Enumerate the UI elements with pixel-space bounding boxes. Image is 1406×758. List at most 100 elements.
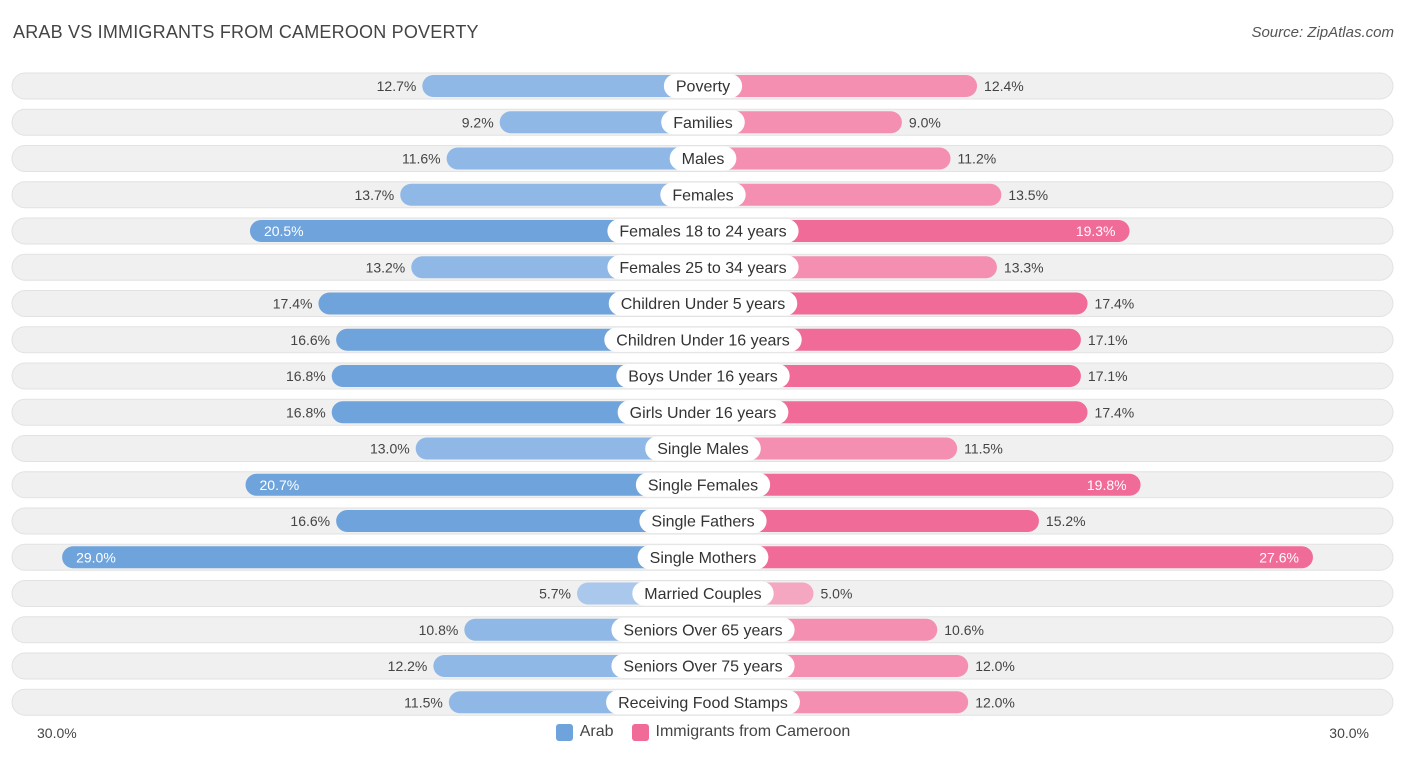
value-arab-females-25-to-34-years: 13.2% [366,259,406,275]
value-immigrants-single-mothers: 27.6% [1259,549,1299,565]
bar-immigrants-single-fathers [692,510,1039,532]
axis-left-label: 30.0% [37,725,77,741]
category-pill-receiving-food-stamps [606,690,800,715]
category-pill-children-under-16-years [604,327,802,352]
legend-swatch-arab [555,723,573,741]
category-label-females: Females [672,187,733,204]
value-arab-boys-under-16-years: 16.8% [286,368,326,384]
value-immigrants-seniors-over-75-years: 12.0% [975,658,1015,674]
bar-immigrants-single-mothers [692,546,1313,569]
value-arab-single-fathers: 16.6% [290,513,330,529]
value-arab-single-mothers: 29.0% [76,549,116,565]
value-arab-children-under-5-years: 17.4% [273,296,313,312]
value-immigrants-seniors-over-65-years: 10.6% [944,622,984,638]
value-immigrants-single-males: 11.5% [964,441,1003,457]
value-arab-receiving-food-stamps: 11.5% [404,694,443,710]
value-arab-seniors-over-65-years: 10.8% [419,622,459,638]
value-immigrants-single-females: 19.8% [1087,477,1127,493]
legend: Arab Immigrants from Cameroon [0,723,1406,741]
category-label-seniors-over-75-years: Seniors Over 75 years [623,659,782,676]
value-arab-poverty: 12.7% [377,78,417,94]
value-immigrants-males: 11.2% [958,151,997,167]
bar-immigrants-single-females [692,473,1141,496]
category-label-single-males: Single Males [657,441,749,458]
category-label-single-fathers: Single Fathers [651,514,754,531]
category-label-receiving-food-stamps: Receiving Food Stamps [618,695,788,712]
category-label-single-mothers: Single Mothers [650,550,757,567]
category-label-poverty: Poverty [676,79,730,96]
bar-immigrants-males [692,147,951,170]
category-label-females-25-to-34-years: Females 25 to 34 years [619,260,786,277]
category-pill-single-fathers [639,509,767,533]
value-immigrants-single-fathers: 15.2% [1046,513,1086,529]
category-pill-married-couples [632,581,774,606]
category-pill-males [669,146,737,171]
value-immigrants-poverty: 12.4% [984,78,1024,94]
bar-immigrants-poverty [692,75,978,97]
category-label-females-18-to-24-years: Females 18 to 24 years [619,224,786,241]
category-label-single-females: Single Females [648,477,758,494]
category-pill-girls-under-16-years [617,400,789,425]
source-label: Source: ZipAtlas.com [1251,24,1394,41]
value-arab-girls-under-16-years: 16.8% [286,404,326,420]
chart-title: ARAB VS IMMIGRANTS FROM CAMEROON POVERTY [13,22,479,42]
bar-arab-families [499,111,714,134]
category-pill-single-males [645,436,761,461]
axis-right-label: 30.0% [1329,725,1369,741]
category-label-girls-under-16-years: Girls Under 16 years [630,405,777,422]
category-label-children-under-16-years: Children Under 16 years [616,332,789,349]
legend-swatch-immigrants [631,723,649,741]
value-immigrants-children-under-5-years: 17.4% [1095,296,1135,312]
bar-arab-single-fathers [336,510,714,532]
bar-arab-females [400,183,714,206]
category-label-married-couples: Married Couples [644,586,761,603]
category-label-males: Males [682,151,725,168]
value-arab-married-couples: 5.7% [539,586,571,602]
bar-immigrants-girls-under-16-years [692,401,1088,424]
value-immigrants-females-18-to-24-years: 19.3% [1076,223,1116,239]
value-arab-single-females: 20.7% [260,477,300,493]
legend-label-immigrants: Immigrants from Cameroon [655,723,851,740]
category-pill-females-25-to-34-years [607,255,799,280]
bar-arab-females-18-to-24-years [249,220,714,242]
legend-label-arab: Arab [579,723,614,740]
category-pill-families [661,110,745,135]
value-arab-children-under-16-years: 16.6% [290,332,330,348]
value-arab-females-18-to-24-years: 20.5% [264,223,304,239]
category-pill-boys-under-16-years [616,364,790,388]
value-immigrants-married-couples: 5.0% [821,586,853,602]
category-label-families: Families [673,115,733,132]
bar-arab-single-females [245,473,714,496]
category-label-boys-under-16-years: Boys Under 16 years [628,369,777,386]
category-pill-children-under-5-years [608,291,798,316]
value-immigrants-girls-under-16-years: 17.4% [1095,404,1135,420]
value-immigrants-boys-under-16-years: 17.1% [1088,368,1128,384]
category-label-seniors-over-65-years: Seniors Over 65 years [623,622,782,639]
bar-arab-girls-under-16-years [331,401,714,424]
value-arab-seniors-over-75-years: 12.2% [388,658,428,674]
category-pill-seniors-over-65-years [611,617,795,642]
category-pill-females [660,182,746,207]
bar-arab-males [446,147,714,170]
value-immigrants-females-25-to-34-years: 13.3% [1004,259,1044,275]
bar-immigrants-females-18-to-24-years [692,220,1130,242]
category-label-children-under-5-years: Children Under 5 years [621,296,786,313]
bar-arab-poverty [422,75,714,97]
category-pill-poverty [663,74,743,98]
bar-arab-single-males [415,437,714,460]
legend-item-immigrants[interactable]: Immigrants from Cameroon [631,723,851,741]
bar-immigrants-females [692,183,1002,206]
category-pill-single-females [635,472,771,497]
value-arab-males: 11.6% [402,151,441,167]
value-immigrants-females: 13.5% [1008,187,1048,203]
bar-arab-single-mothers [62,546,715,569]
value-immigrants-families: 9.0% [909,114,941,130]
legend-item-arab[interactable]: Arab [555,723,614,741]
value-immigrants-children-under-16-years: 17.1% [1088,332,1128,348]
category-pill-seniors-over-75-years [611,654,795,678]
value-immigrants-receiving-food-stamps: 12.0% [975,694,1015,710]
value-arab-females: 13.7% [355,187,395,203]
value-arab-families: 9.2% [462,114,494,130]
category-pill-single-mothers [637,545,769,570]
